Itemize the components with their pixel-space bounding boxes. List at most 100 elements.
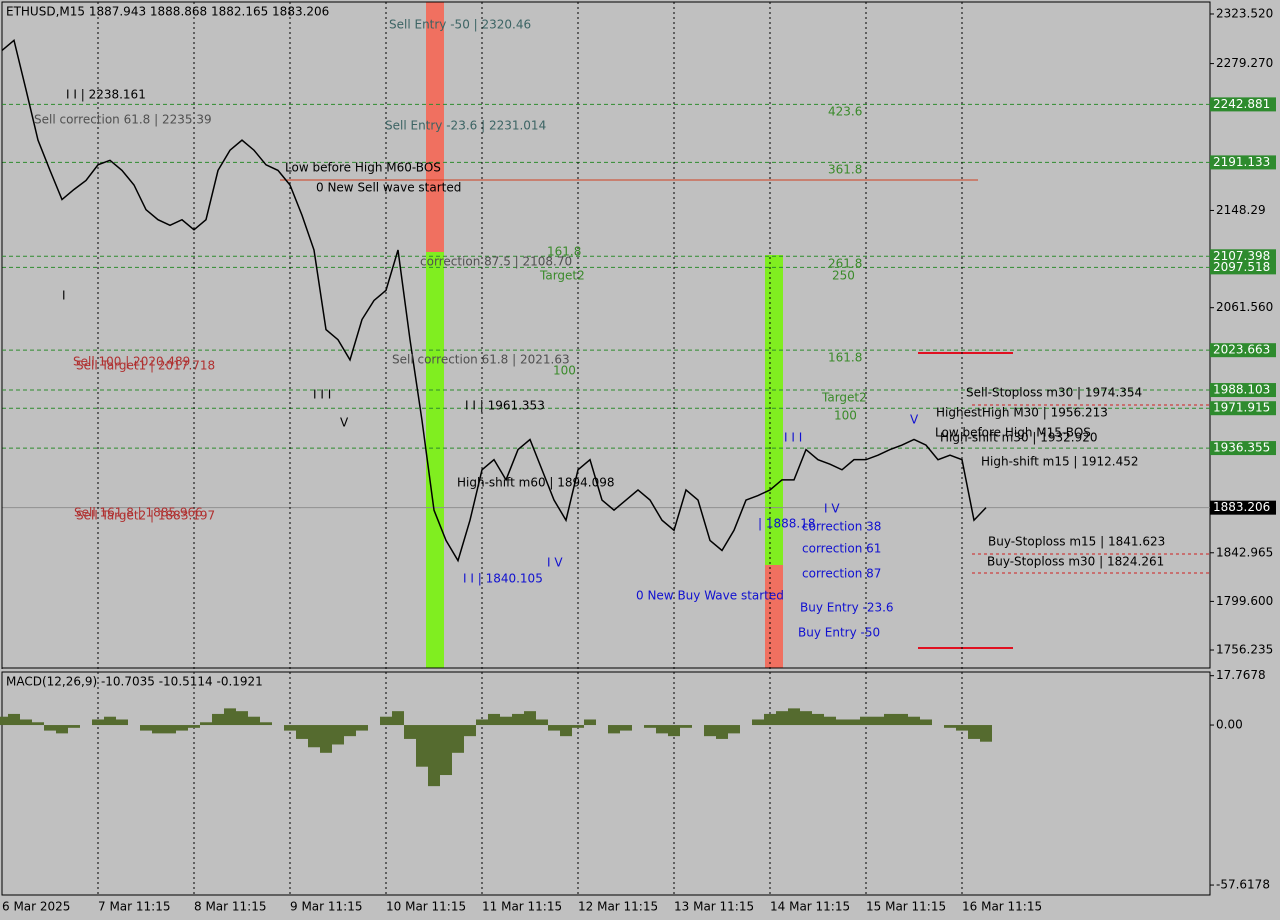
histogram-bar bbox=[0, 716, 8, 726]
histogram-bar bbox=[440, 725, 452, 776]
histogram-bar bbox=[896, 713, 908, 726]
annotation: Low before High M60-BOS bbox=[285, 161, 441, 175]
histogram-bar bbox=[608, 725, 620, 734]
histogram-bar bbox=[464, 725, 476, 737]
histogram-bar bbox=[716, 725, 728, 739]
x-tick-label: 9 Mar 11:15 bbox=[290, 900, 363, 914]
histogram-bar bbox=[44, 725, 56, 731]
annotation: I bbox=[62, 289, 66, 303]
level-box bbox=[1210, 155, 1276, 170]
histogram-bar bbox=[500, 716, 512, 726]
x-tick-label: 13 Mar 11:15 bbox=[674, 900, 754, 914]
level-label: 2242.881 bbox=[1213, 97, 1270, 111]
level-box bbox=[1210, 401, 1276, 416]
x-tick-label: 14 Mar 11:15 bbox=[770, 900, 850, 914]
y-tick-label: 1842.965 bbox=[1216, 545, 1273, 559]
annotation: I I | 1840.105 bbox=[463, 572, 543, 586]
annotation: Target2 bbox=[821, 391, 867, 405]
histogram-bar bbox=[92, 719, 104, 726]
buy-zone bbox=[765, 565, 783, 668]
annotation: 250 bbox=[832, 269, 855, 283]
annotation: | 1888.18 bbox=[758, 517, 815, 531]
histogram-bar bbox=[788, 708, 800, 726]
annotation: Buy Entry -50 bbox=[798, 626, 880, 640]
price-frame bbox=[1, 1, 1211, 669]
y-tick-label: 0.00 bbox=[1216, 718, 1243, 732]
histogram-bar bbox=[224, 708, 236, 726]
annotation: Sell Target1 | 2017.718 bbox=[76, 359, 215, 373]
histogram-bar bbox=[332, 725, 344, 745]
sell-zone bbox=[426, 2, 444, 252]
annotation: Buy-Stoploss m15 | 1841.623 bbox=[988, 535, 1165, 549]
annotation: Buy-Stoploss m30 | 1824.261 bbox=[987, 555, 1164, 569]
annotation: HighestHigh M30 | 1956.213 bbox=[936, 406, 1108, 420]
histogram-bar bbox=[296, 725, 308, 739]
histogram-bar bbox=[188, 725, 200, 728]
y-tick-label: 1799.600 bbox=[1216, 594, 1273, 608]
level-box bbox=[1210, 97, 1276, 112]
histogram-bar bbox=[404, 725, 416, 739]
histogram-bar bbox=[752, 719, 764, 726]
x-tick-label: 10 Mar 11:15 bbox=[386, 900, 466, 914]
histogram-bar bbox=[68, 725, 80, 728]
histogram-bar bbox=[920, 719, 932, 726]
histogram-bar bbox=[884, 713, 896, 726]
y-tick-label: -57.6178 bbox=[1216, 878, 1270, 892]
x-tick-label: 7 Mar 11:15 bbox=[98, 900, 171, 914]
chart-title: ETHUSD,M15 1887.943 1888.868 1882.165 18… bbox=[6, 5, 329, 19]
annotation: 0 New Buy Wave started bbox=[636, 589, 784, 603]
annotation: 0 New Sell wave started bbox=[316, 181, 461, 195]
histogram-bar bbox=[668, 725, 680, 737]
histogram-bar bbox=[848, 719, 860, 726]
histogram-bar bbox=[476, 719, 488, 726]
histogram-bar bbox=[344, 725, 356, 737]
histogram-bar bbox=[200, 722, 212, 726]
histogram-bar bbox=[728, 725, 740, 734]
histogram-bar bbox=[560, 725, 572, 737]
y-tick-label: 2323.520 bbox=[1216, 6, 1273, 20]
x-tick-label: 11 Mar 11:15 bbox=[482, 900, 562, 914]
level-box bbox=[1210, 249, 1276, 264]
annotation: 261.8 bbox=[828, 257, 862, 271]
level-label: 2023.663 bbox=[1213, 343, 1270, 357]
annotation: 100 bbox=[553, 364, 576, 378]
level-box bbox=[1210, 260, 1276, 275]
y-tick-label: 2279.270 bbox=[1216, 56, 1273, 70]
annotation: Sell Target2 | 1883.197 bbox=[76, 509, 215, 523]
histogram-bar bbox=[212, 713, 224, 726]
histogram-bar bbox=[320, 725, 332, 753]
histogram-bar bbox=[812, 713, 824, 726]
histogram-bar bbox=[260, 722, 272, 726]
annotation: V bbox=[910, 413, 919, 427]
annotation: 423.6 bbox=[828, 105, 862, 119]
annotation: High-shift m15 | 1912.452 bbox=[981, 455, 1139, 469]
histogram-bar bbox=[32, 722, 44, 726]
y-tick-label: 1756.235 bbox=[1216, 643, 1273, 657]
histogram-bar bbox=[536, 719, 548, 726]
annotation: 361.8 bbox=[828, 163, 862, 177]
histogram-bar bbox=[140, 725, 152, 731]
macd-title: MACD(12,26,9) -10.7035 -10.5114 -0.1921 bbox=[6, 675, 263, 689]
histogram-bar bbox=[308, 725, 320, 748]
histogram-bar bbox=[8, 713, 20, 726]
histogram-bar bbox=[584, 719, 596, 726]
annotation: correction 87 bbox=[802, 567, 881, 581]
histogram-bar bbox=[116, 719, 128, 726]
histogram-bar bbox=[944, 725, 956, 728]
histogram-bar bbox=[956, 725, 968, 731]
x-tick-label: 8 Mar 11:15 bbox=[194, 900, 267, 914]
histogram-bar bbox=[236, 711, 248, 726]
histogram-bar bbox=[380, 716, 392, 726]
histogram-bar bbox=[764, 713, 776, 726]
histogram-bar bbox=[20, 719, 32, 726]
x-tick-label: 16 Mar 11:15 bbox=[962, 900, 1042, 914]
histogram-bar bbox=[512, 713, 524, 726]
annotation: High-shift m30 | 1932.920 bbox=[940, 431, 1098, 445]
histogram-bar bbox=[968, 725, 980, 739]
annotation: I I I bbox=[313, 388, 331, 402]
histogram-bar bbox=[572, 725, 584, 728]
histogram-bar bbox=[248, 716, 260, 726]
level-label: 2191.133 bbox=[1213, 155, 1270, 169]
level-box bbox=[1210, 383, 1276, 398]
